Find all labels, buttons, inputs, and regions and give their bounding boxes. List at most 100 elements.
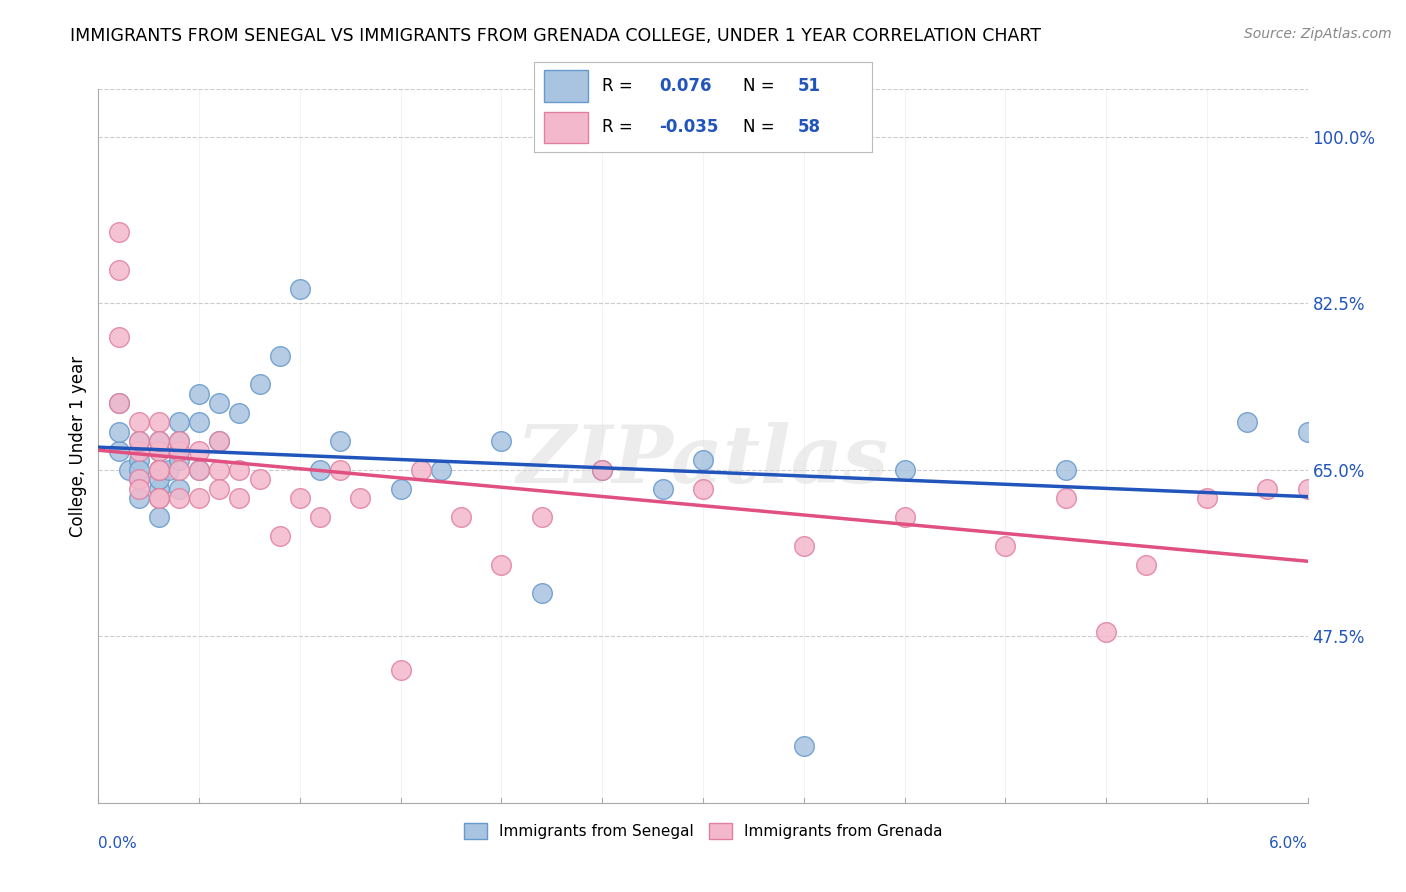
Point	[1256, 482, 1278, 496]
Point	[107, 396, 129, 410]
Point	[148, 510, 170, 524]
Text: R =: R =	[602, 77, 633, 95]
Point	[1236, 415, 1258, 429]
Point	[128, 491, 150, 506]
Point	[288, 282, 311, 296]
Point	[208, 434, 231, 449]
Point	[349, 491, 371, 506]
Point	[228, 463, 250, 477]
Point	[128, 482, 150, 496]
Point	[107, 425, 129, 439]
Text: -0.035: -0.035	[659, 118, 718, 136]
Point	[148, 463, 170, 477]
Point	[128, 472, 150, 486]
Point	[107, 329, 129, 343]
Point	[107, 225, 129, 239]
Point	[491, 434, 513, 449]
Point	[530, 586, 553, 600]
Bar	[544, 70, 588, 102]
Point	[591, 463, 613, 477]
Point	[167, 491, 190, 506]
Point	[167, 443, 190, 458]
Point	[157, 463, 180, 477]
Point	[188, 491, 211, 506]
Point	[148, 491, 170, 506]
Point	[118, 463, 141, 477]
Text: 0.0%: 0.0%	[98, 836, 138, 851]
Point	[107, 396, 129, 410]
Y-axis label: College, Under 1 year: College, Under 1 year	[69, 355, 87, 537]
Point	[591, 463, 613, 477]
Point	[148, 482, 170, 496]
Point	[450, 510, 472, 524]
Point	[128, 434, 150, 449]
Text: R =: R =	[602, 118, 633, 136]
Point	[208, 482, 231, 496]
Point	[188, 386, 211, 401]
Point	[491, 558, 513, 572]
Point	[228, 406, 250, 420]
Point	[1296, 425, 1319, 439]
Bar	[544, 112, 588, 143]
Point	[651, 482, 673, 496]
Point	[148, 443, 170, 458]
Point	[148, 463, 170, 477]
Point	[389, 663, 412, 677]
Point	[530, 510, 553, 524]
Point	[1135, 558, 1157, 572]
Point	[208, 396, 231, 410]
Point	[148, 463, 170, 477]
Point	[188, 443, 211, 458]
Point	[893, 463, 915, 477]
Point	[228, 491, 250, 506]
Point	[148, 472, 170, 486]
Point	[309, 510, 332, 524]
Point	[1296, 482, 1319, 496]
Point	[107, 443, 129, 458]
Point	[893, 510, 915, 524]
Point	[389, 482, 412, 496]
Point	[188, 415, 211, 429]
Point	[167, 415, 190, 429]
Point	[167, 434, 190, 449]
Point	[128, 463, 150, 477]
Point	[188, 463, 211, 477]
Point	[128, 415, 150, 429]
Point	[692, 453, 714, 467]
Point	[309, 463, 332, 477]
Point	[148, 434, 170, 449]
Text: Source: ZipAtlas.com: Source: ZipAtlas.com	[1244, 27, 1392, 41]
Text: N =: N =	[744, 77, 775, 95]
Text: 6.0%: 6.0%	[1268, 836, 1308, 851]
Point	[148, 491, 170, 506]
Point	[148, 415, 170, 429]
Point	[128, 453, 150, 467]
Point	[107, 263, 129, 277]
Point	[269, 349, 291, 363]
Point	[692, 482, 714, 496]
Text: 58: 58	[797, 118, 821, 136]
Text: N =: N =	[744, 118, 775, 136]
Legend: Immigrants from Senegal, Immigrants from Grenada: Immigrants from Senegal, Immigrants from…	[457, 817, 949, 845]
Text: ZIPatlas: ZIPatlas	[517, 422, 889, 499]
Text: 51: 51	[797, 77, 821, 95]
Point	[409, 463, 432, 477]
Text: IMMIGRANTS FROM SENEGAL VS IMMIGRANTS FROM GRENADA COLLEGE, UNDER 1 YEAR CORRELA: IMMIGRANTS FROM SENEGAL VS IMMIGRANTS FR…	[70, 27, 1042, 45]
Point	[329, 463, 352, 477]
Text: 0.076: 0.076	[659, 77, 711, 95]
Point	[167, 463, 190, 477]
Point	[329, 434, 352, 449]
Point	[208, 434, 231, 449]
Point	[1054, 463, 1077, 477]
Point	[148, 443, 170, 458]
Point	[1095, 624, 1118, 639]
Point	[793, 539, 815, 553]
Point	[249, 472, 271, 486]
Point	[269, 529, 291, 543]
Point	[793, 739, 815, 753]
Point	[128, 434, 150, 449]
Point	[167, 453, 190, 467]
Point	[208, 463, 231, 477]
Point	[430, 463, 453, 477]
Point	[1054, 491, 1077, 506]
